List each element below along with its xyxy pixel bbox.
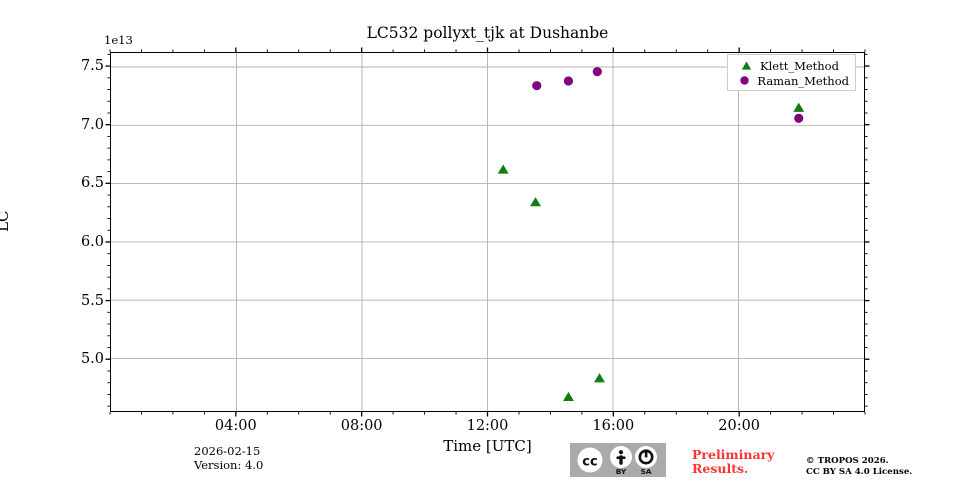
circle-marker-icon <box>734 75 755 86</box>
x-axis-title: Time [UTC] <box>443 437 532 455</box>
data-markers-layer <box>497 67 805 402</box>
plot-axes-area <box>110 52 865 412</box>
y-tick-label: 6.5 <box>80 175 104 192</box>
triangle-marker-icon <box>734 60 758 71</box>
data-point-marker <box>532 81 542 91</box>
y-tick-label: 7.0 <box>80 116 104 133</box>
y-axis-offset-label: 1e13 <box>104 33 133 47</box>
y-tick-label-group: 5.0 5.5 6.0 6.5 7.0 7.5 <box>46 0 104 480</box>
data-point-marker <box>497 164 509 174</box>
x-tick-label: 08:00 <box>340 418 383 434</box>
data-point-marker <box>794 113 804 123</box>
creative-commons-license-badge: cc BY SA <box>570 443 666 477</box>
legend-label-klett: Klett_Method <box>760 58 839 73</box>
legend-item-klett: Klett_Method <box>734 58 849 73</box>
y-axis-title: LC <box>0 210 12 232</box>
legend-label-raman: Raman_Method <box>757 73 849 88</box>
data-point-marker <box>594 373 605 383</box>
cc-sa-label: SA <box>640 467 651 476</box>
preliminary-line-1: Preliminary <box>692 447 775 462</box>
preliminary-results-note: Preliminary Results. <box>692 448 774 476</box>
legend-item-raman: Raman_Method <box>734 73 849 88</box>
data-point-marker <box>563 76 574 86</box>
svg-text:cc: cc <box>582 455 597 470</box>
copyright-note: © TROPOS 2026. CC BY SA 4.0 License. <box>806 456 912 477</box>
x-tick-label: 04:00 <box>214 418 257 434</box>
y-tick-label: 5.0 <box>80 351 104 368</box>
copyright-line-1: © TROPOS 2026. <box>806 456 889 466</box>
data-point-marker <box>592 67 602 77</box>
footer-version-text: Version: 4.0 <box>194 457 264 472</box>
legend: Klett_Method Raman_Method <box>727 54 856 91</box>
x-tick-label: 20:00 <box>718 418 761 434</box>
cc-badge-icon: cc BY SA <box>570 443 666 477</box>
footer-date-version: 2026-02-15 Version: 4.0 <box>194 444 264 472</box>
grid-lines <box>111 53 864 411</box>
data-point-marker <box>793 102 805 112</box>
copyright-line-2: CC BY SA 4.0 License. <box>806 466 913 477</box>
footer-date-text: 2026-02-15 <box>194 444 261 458</box>
y-tick-label: 7.5 <box>80 58 104 75</box>
data-point-marker <box>530 197 541 207</box>
cc-by-label: BY <box>616 467 627 476</box>
data-point-marker <box>563 391 574 402</box>
y-tick-label: 6.0 <box>80 233 104 250</box>
x-tick-label: 12:00 <box>466 418 509 434</box>
y-tick-label: 5.5 <box>80 292 104 309</box>
page-title: LC532 pollyxt_tjk at Dushanbe <box>366 24 609 42</box>
preliminary-line-2: Results. <box>692 461 749 476</box>
x-tick-label: 16:00 <box>592 418 635 434</box>
